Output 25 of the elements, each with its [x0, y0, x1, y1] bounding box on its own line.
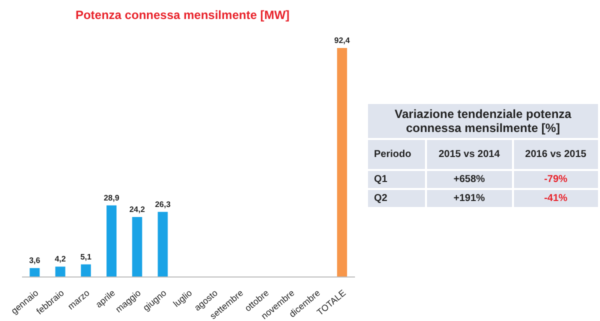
text: Q1 [368, 170, 426, 189]
text: +191% [426, 189, 513, 207]
data-label: 4,2 [54, 254, 66, 264]
data-label: 3,6 [29, 256, 41, 266]
bar [80, 264, 91, 277]
bar [30, 268, 40, 277]
bar [106, 205, 117, 277]
data-label: 28,9 [104, 193, 120, 202]
text: -79% [512, 170, 598, 189]
data-label: 24,2 [129, 205, 146, 214]
bar [158, 212, 168, 277]
data-label: 5,1 [80, 252, 92, 262]
bar [55, 266, 66, 277]
chart-title: Potenza connessa mensilmente [MW] [74, 8, 291, 22]
text: -41% [512, 189, 598, 207]
text: +658% [426, 170, 513, 189]
text: 2015 vs 2014 [426, 139, 513, 170]
bar [337, 48, 348, 277]
data-label: 92,4 [334, 36, 350, 45]
text: Q2 [368, 189, 426, 207]
text: Periodo [368, 139, 426, 170]
bar [132, 217, 142, 277]
text: Variazione tendenziale potenza connessa mensilmente [%] [394, 106, 572, 137]
data-label: 26,3 [154, 200, 172, 209]
text: 2016 vs 2015 [512, 139, 598, 170]
